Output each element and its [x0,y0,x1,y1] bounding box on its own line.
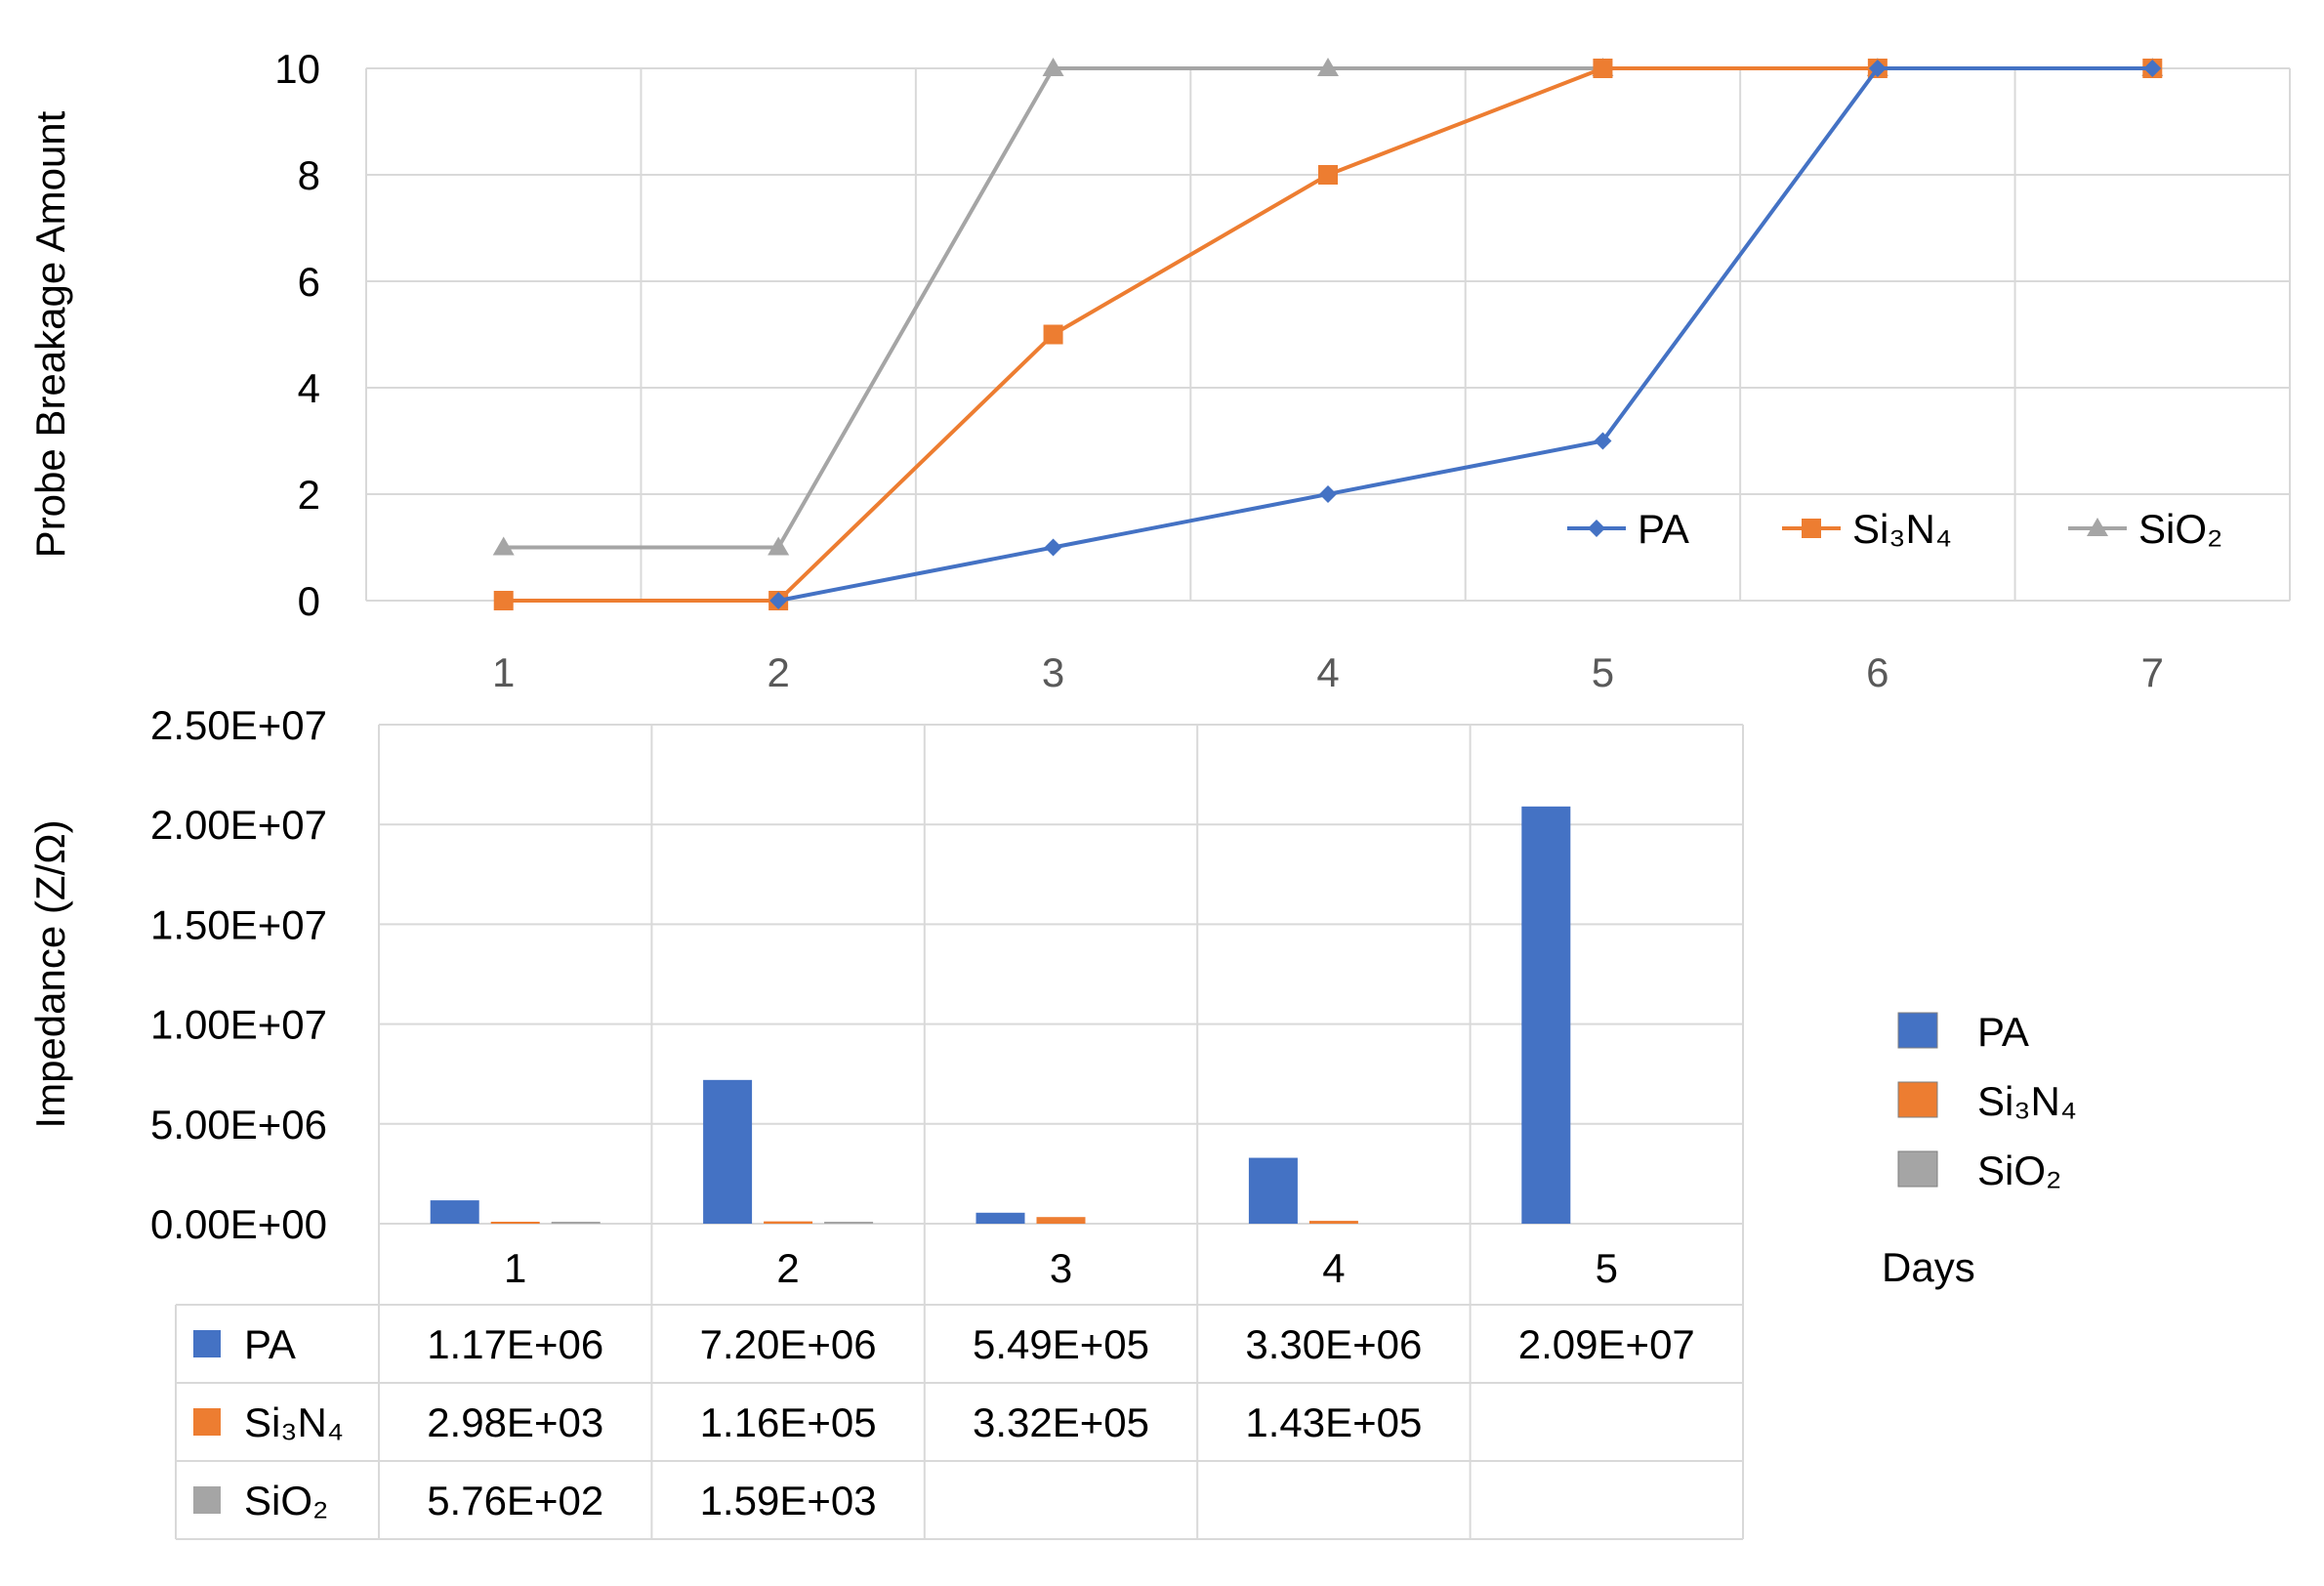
table-key-Si3N4 [193,1408,221,1436]
table-cell: 2.98E+03 [427,1399,603,1445]
bar-Si3N4 [490,1222,540,1224]
legend-key-SiO2 [1897,1150,1938,1188]
point-PA [2143,60,2162,77]
legend-label-PA: PA [1977,1009,2029,1055]
bar-SiO2 [824,1222,874,1224]
table-cell: 7.20E+06 [700,1321,877,1367]
point-SiO2 [1042,58,1064,76]
bar-PA [975,1212,1025,1224]
point-Si3N4 [1802,519,1821,538]
y-axis-label: Probe Breakage Amount [27,110,73,558]
x-tick-label: 6 [1866,649,1888,695]
point-SiO2 [492,536,515,556]
x-tick-label: 7 [2141,649,2164,695]
y-tick-label: 2.50E+07 [150,702,327,748]
y-tick-label: 2 [298,472,320,518]
point-SiO2 [1317,58,1339,76]
x-tick-label: 2 [767,649,789,695]
series-Si3N4 [490,1217,1358,1224]
x-tick-label: 1 [504,1245,526,1291]
bar-PA [1521,806,1571,1224]
x-tick-label: 4 [1322,1245,1345,1291]
bar-Si3N4 [764,1221,813,1224]
table-cell: 3.32E+05 [973,1399,1149,1445]
series-line-SiO2 [503,66,2153,550]
point-SiO2 [768,536,790,556]
y-tick-label: 2.00E+07 [150,802,327,848]
y-tick-label: 1.00E+07 [150,1002,327,1048]
legend-label-SiO2: SiO₂ [1977,1148,2061,1193]
x-tick-label: 3 [1050,1245,1072,1291]
table-key-SiO2 [193,1486,221,1514]
x-tick-label: 1 [492,649,515,695]
y-tick-label: 10 [274,46,320,92]
point-SiO2 [2087,518,2108,536]
point-Si3N4 [1043,324,1063,345]
point-PA [1319,485,1337,503]
series-SiO2 [492,58,2164,556]
legend-key-PA [1897,1012,1938,1049]
y-axis-label: Impedance (Z/Ω) [27,819,73,1128]
x-tick-label: 2 [776,1245,799,1291]
legend-key-Si3N4 [1897,1081,1938,1118]
series-PA [430,806,1571,1224]
line-legend: PA Si₃N₄ SiO₂ [1567,506,2222,552]
table-cell: 5.76E+02 [427,1478,603,1523]
series-line-PA [777,66,2153,603]
point-PA [1044,538,1062,557]
table-cell: 1.43E+05 [1245,1399,1422,1445]
legend-label-SiO2: SiO₂ [2138,506,2222,552]
bar-Si3N4 [1036,1217,1086,1224]
bar-SiO2 [551,1222,601,1224]
y-tick-label: 0 [298,578,320,624]
point-PA [769,592,788,609]
table-cell: 1.59E+03 [700,1478,877,1523]
legend-label-Si3N4: Si₃N₄ [1852,506,1952,552]
point-Si3N4 [1318,165,1338,185]
bar-chart: 0.00E+00 5.00E+06 1.00E+07 1.50E+07 2.00E+07… [27,702,2077,1540]
table-cell: 3.30E+06 [1245,1321,1422,1367]
table-cell: 1.17E+06 [427,1321,603,1367]
point-PA [1868,60,1887,77]
point-PA [1594,432,1612,450]
table-row-Si3N4: Si₃N₄ 2.98E+03 1.16E+05 3.32E+05 1.43E+05 [193,1399,1422,1445]
table-cell: 2.09E+07 [1518,1321,1695,1367]
x-tick-label: 5 [1592,649,1614,695]
bar-PA [703,1079,753,1224]
point-Si3N4 [493,591,514,610]
legend-label-Si3N4: Si₃N₄ [1977,1078,2077,1124]
table-series-name: Si₃N₄ [244,1399,344,1445]
x-tick-label: 3 [1042,649,1064,695]
table-row-PA: PA 1.17E+06 7.20E+06 5.49E+05 3.30E+06 2.09E+… [193,1321,1695,1367]
table-key-PA [193,1330,221,1357]
table-row-SiO2: SiO₂ 5.76E+02 1.59E+03 [193,1478,877,1523]
series-SiO2 [551,1222,874,1224]
y-tick-label: 6 [298,259,320,305]
table-series-name: PA [244,1321,296,1367]
y-tick-label: 4 [298,365,320,411]
table-cell: 1.16E+05 [700,1399,877,1445]
series-PA [769,60,2162,609]
y-tick-label: 0.00E+00 [150,1201,327,1247]
x-tick-label: 5 [1596,1245,1618,1291]
bar-PA [1248,1157,1298,1224]
bar-Si3N4 [1308,1221,1358,1224]
point-Si3N4 [1593,59,1613,78]
point-PA [1588,520,1605,537]
y-tick-label: 8 [298,152,320,198]
bar-PA [430,1200,479,1224]
y-tick-label: 5.00E+06 [150,1102,327,1148]
x-axis-label: Days [1882,1244,1975,1290]
bar-legend: PA Si₃N₄ SiO₂ [1897,1009,2077,1193]
x-tick-label: 4 [1316,649,1339,695]
table-cell: 5.49E+05 [973,1321,1149,1367]
y-tick-label: 1.50E+07 [150,901,327,947]
legend-label-PA: PA [1638,506,1689,552]
table-series-name: SiO₂ [244,1478,328,1523]
